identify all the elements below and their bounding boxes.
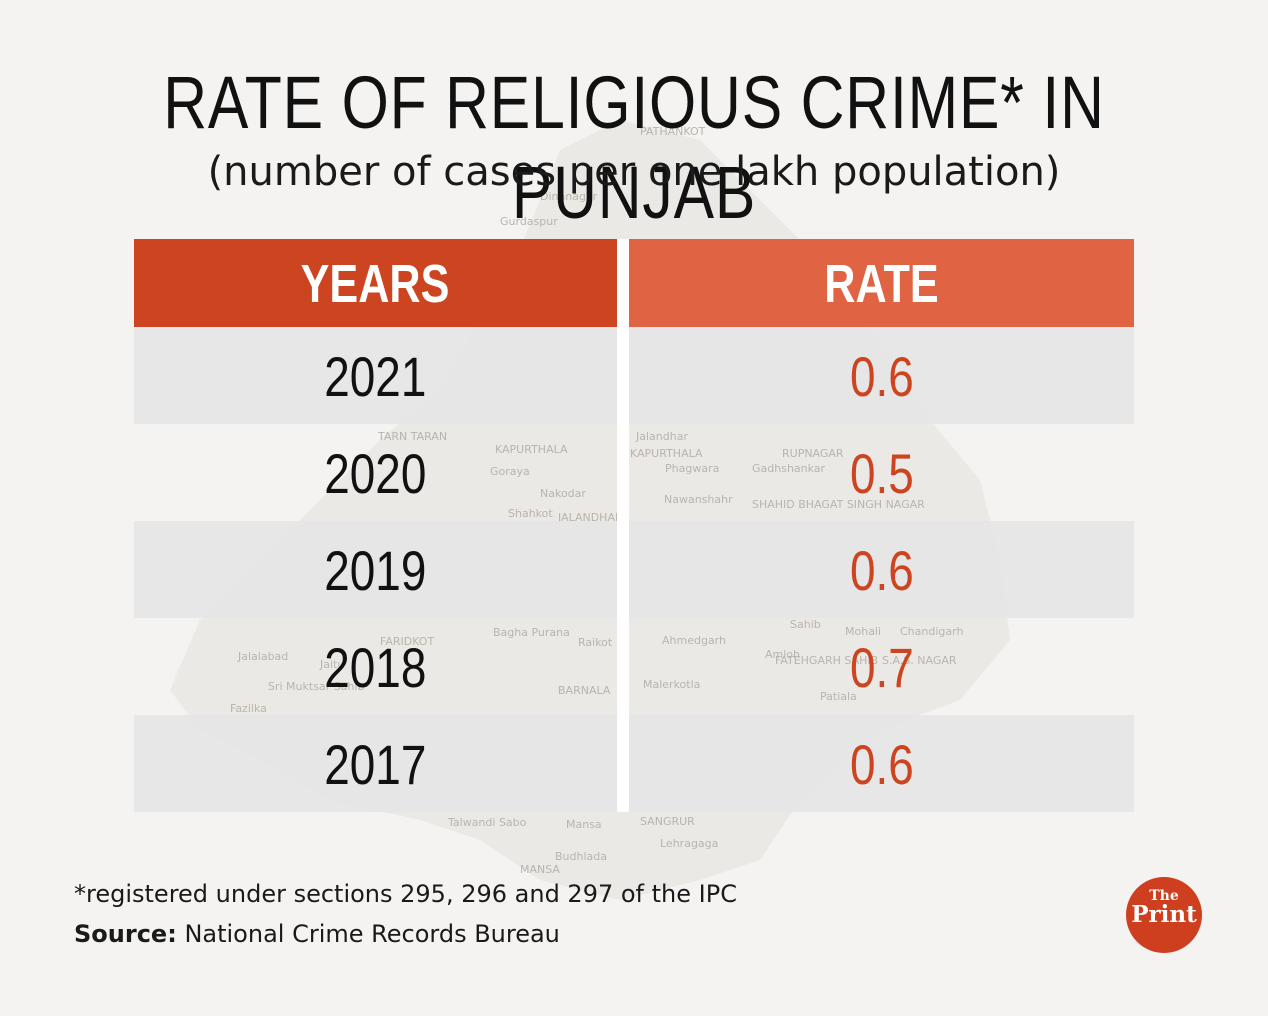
map-label: TARN TARAN xyxy=(377,430,447,443)
map-label: Sri Muktsar Sahib xyxy=(268,680,364,693)
source-text: National Crime Records Bureau xyxy=(184,920,560,948)
rate-cell: 0.6 xyxy=(629,327,1134,424)
source-label: Source: xyxy=(74,920,177,948)
map-label: Jalandhar xyxy=(635,430,688,443)
logo-line1: The xyxy=(1149,888,1179,904)
table-row: 2018 0.7 xyxy=(134,618,1134,715)
year-value: 2020 xyxy=(324,442,427,505)
map-label: MANSA xyxy=(520,863,560,876)
map-label: FARIDKOT xyxy=(380,635,434,648)
table-row: 2019 0.6 xyxy=(134,521,1134,618)
map-label: Malerkotla xyxy=(643,678,700,691)
year-cell: 2021 xyxy=(134,327,617,424)
year-value: 2021 xyxy=(324,345,427,408)
theprint-logo: The Print xyxy=(1126,877,1202,953)
rate-value: 0.7 xyxy=(849,636,914,699)
rate-value: 0.6 xyxy=(849,733,914,796)
map-label: Talwandi Sabo xyxy=(447,816,527,829)
map-label: Goraya xyxy=(490,465,530,478)
map-label: Raikot xyxy=(578,636,613,649)
year-cell: 2018 xyxy=(134,618,617,715)
map-label: S.A.S. NAGAR xyxy=(882,654,957,667)
map-label: Fazilka xyxy=(230,702,267,715)
map-label: KAPURTHALA xyxy=(630,447,703,460)
map-label: Lehragaga xyxy=(660,837,718,850)
rate-cell: 0.6 xyxy=(629,715,1134,812)
map-label: Jalalabad xyxy=(237,650,288,663)
rate-cell: 0.5 xyxy=(629,424,1134,521)
map-label: SHAHID BHAGAT SINGH NAGAR xyxy=(752,498,925,511)
source-line: Source: National Crime Records Bureau xyxy=(74,920,560,948)
logo-line2: Print xyxy=(1131,901,1197,928)
map-label: SANGRUR xyxy=(640,815,695,828)
column-header-rate-label: RATE xyxy=(824,254,939,314)
map-label: Bagha Purana xyxy=(493,626,570,639)
footnote: *registered under sections 295, 296 and … xyxy=(74,880,737,908)
chart-title: RATE OF RELIGIOUS CRIME* IN PUNJAB xyxy=(163,61,1105,234)
column-header-years-label: YEARS xyxy=(301,254,450,314)
map-label: PATHANKOT xyxy=(640,125,706,138)
map-label: Chandigarh xyxy=(900,625,963,638)
map-label: JALANDHAR xyxy=(557,511,623,524)
map-label: KAPURTHALA xyxy=(495,443,568,456)
column-divider xyxy=(617,239,629,812)
map-label: Budhlada xyxy=(555,850,607,863)
rate-value: 0.5 xyxy=(849,442,914,505)
map-label: Gadhshankar xyxy=(752,462,826,475)
table-row: 2017 0.6 xyxy=(134,715,1134,812)
map-label: Sahib xyxy=(790,618,821,631)
column-header-rate: RATE xyxy=(629,239,1134,327)
table-row: 2021 0.6 xyxy=(134,327,1134,424)
rate-table: YEARS RATE 2021 0.6 2020 0.5 2019 0.6 20… xyxy=(134,239,1134,812)
map-label: RUPNAGAR xyxy=(782,447,844,460)
year-value: 2017 xyxy=(324,733,427,796)
year-cell: 2017 xyxy=(134,715,617,812)
map-label: Ahmedgarh xyxy=(662,634,726,647)
map-label: FATEHGARH SAHIB xyxy=(775,654,878,667)
map-label: Nawanshahr xyxy=(664,493,733,506)
map-label: Nakodar xyxy=(540,487,586,500)
year-cell: 2020 xyxy=(134,424,617,521)
table-row: 2020 0.5 xyxy=(134,424,1134,521)
year-value: 2018 xyxy=(324,636,427,699)
rate-value: 0.6 xyxy=(849,345,914,408)
map-label: Dinanagar xyxy=(540,190,598,203)
rate-value: 0.6 xyxy=(849,539,914,602)
column-header-years: YEARS xyxy=(134,239,617,327)
map-label: Gurdaspur xyxy=(500,215,558,228)
map-label: Amloh xyxy=(765,648,800,661)
map-label: Shahkot xyxy=(508,507,553,520)
map-labels: PATHANKOT Dinanagar Gurdaspur TARN TARAN… xyxy=(230,125,963,876)
map-label: Mansa xyxy=(566,818,602,831)
map-label: Patiala xyxy=(820,690,857,703)
year-cell: 2019 xyxy=(134,521,617,618)
rate-cell: 0.6 xyxy=(629,521,1134,618)
map-label: BARNALA xyxy=(558,684,611,697)
map-label: Phagwara xyxy=(665,462,719,475)
map-label: Jaitu xyxy=(319,658,344,671)
map-label: Mohali xyxy=(845,625,881,638)
chart-subtitle: (number of cases per one lakh population… xyxy=(207,149,1061,195)
rate-cell: 0.7 xyxy=(629,618,1134,715)
year-value: 2019 xyxy=(324,539,427,602)
